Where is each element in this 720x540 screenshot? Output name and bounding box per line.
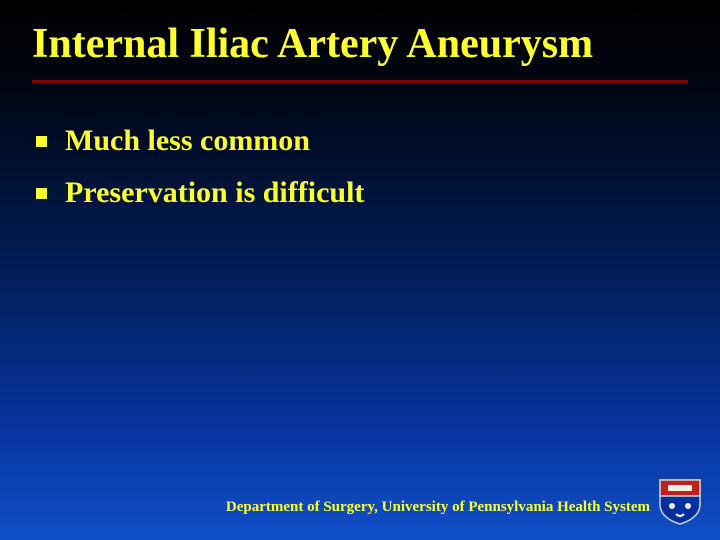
title-divider — [32, 80, 688, 83]
bullet-text: Much less common — [65, 124, 310, 158]
slide: Internal Iliac Artery Aneurysm Much less… — [0, 0, 720, 540]
bullet-marker-icon — [36, 136, 47, 147]
bullet-marker-icon — [36, 188, 47, 199]
footer-affiliation: Department of Surgery, University of Pen… — [0, 499, 650, 516]
slide-title: Internal Iliac Artery Aneurysm — [32, 20, 593, 68]
bullet-text: Preservation is difficult — [65, 176, 364, 210]
shield-logo-icon — [658, 476, 702, 526]
list-item: Much less common — [36, 124, 364, 158]
bullet-list: Much less common Preservation is difficu… — [36, 124, 364, 228]
list-item: Preservation is difficult — [36, 176, 364, 210]
